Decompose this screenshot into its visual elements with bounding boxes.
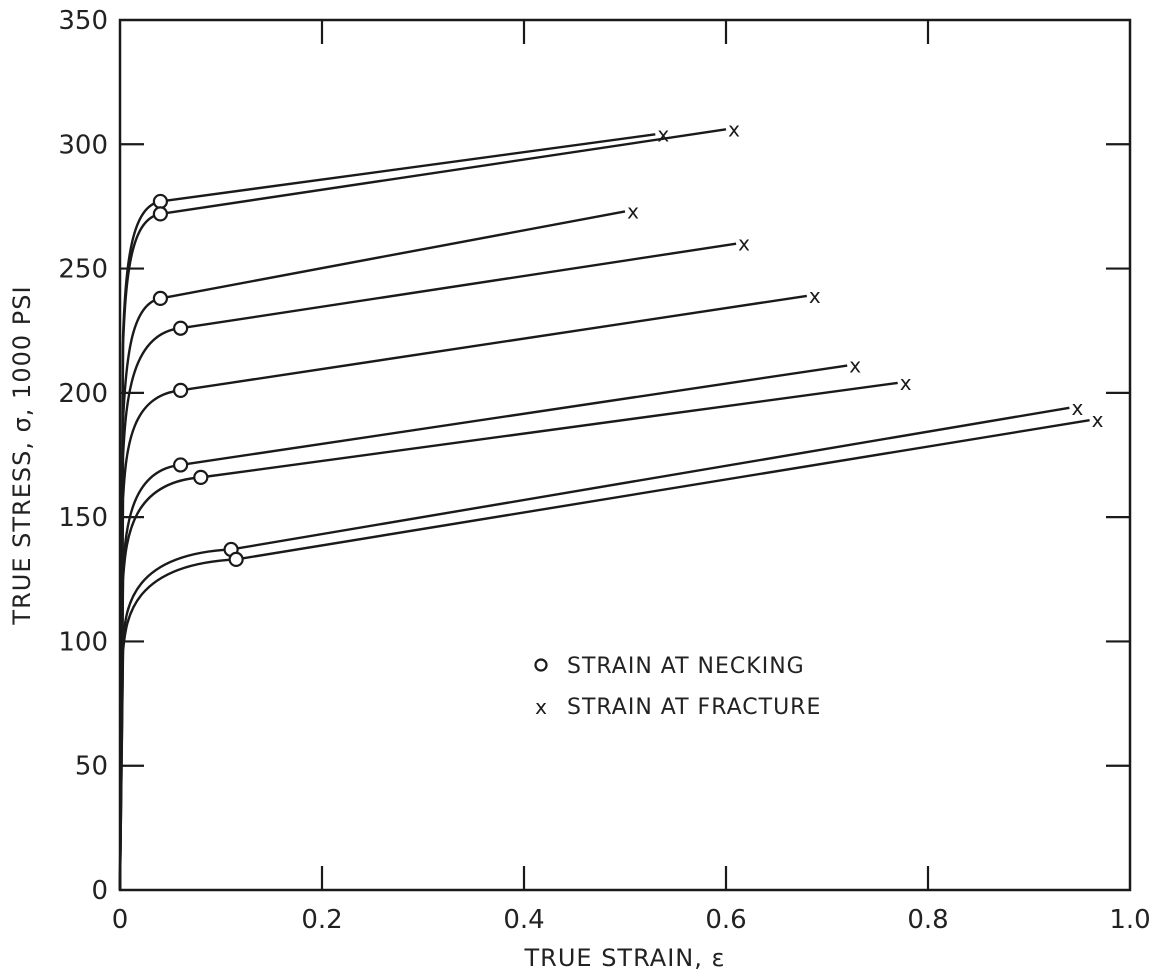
y-tick-label: 100 xyxy=(58,627,108,657)
stress-strain-curve xyxy=(118,128,727,891)
necking-point xyxy=(228,551,244,568)
x-tick-label: 0.4 xyxy=(503,905,544,935)
necking-point xyxy=(152,290,168,306)
x-tick-label: 0.2 xyxy=(301,905,342,935)
curves xyxy=(118,128,1090,891)
fracture-point: x xyxy=(1071,396,1083,420)
y-tick-label: 50 xyxy=(75,752,108,782)
stress-strain-curve xyxy=(118,364,848,891)
y-tick-label: 0 xyxy=(91,876,108,906)
fracture-point: x xyxy=(738,232,750,256)
fracture-point: x xyxy=(728,117,740,141)
necking-point xyxy=(152,193,168,210)
fracture-point: x xyxy=(1092,408,1104,432)
axis-ticks xyxy=(120,20,1130,890)
x-tick-label: 0.8 xyxy=(907,905,948,935)
x-tick-label: 1.0 xyxy=(1109,905,1150,935)
fracture-point: x xyxy=(900,371,912,395)
stress-strain-curve xyxy=(118,406,1070,891)
necking-point xyxy=(173,457,189,473)
necking-point xyxy=(152,206,168,222)
stress-strain-curve xyxy=(118,419,1090,891)
legend-necking-symbol xyxy=(534,658,548,672)
y-tick-label: 150 xyxy=(58,503,108,533)
stress-strain-curve xyxy=(118,294,807,891)
necking-point xyxy=(173,320,189,336)
y-tick-label: 250 xyxy=(58,255,108,285)
stress-strain-curve xyxy=(118,210,626,891)
fracture-point: x xyxy=(627,199,639,223)
stress-strain-curve xyxy=(118,133,656,891)
x-tick-label: 0 xyxy=(112,905,129,935)
fracture-point: x xyxy=(809,284,821,308)
legend-fracture-label: STRAIN AT FRACTURE xyxy=(567,695,821,720)
legend-necking-label: STRAIN AT NECKING xyxy=(567,654,805,679)
axis-tick-labels: 0 0.2 0.4 0.6 0.8 1.0 0 50 100 150 200 250 300 350 xyxy=(58,6,1150,935)
x-tick-label: 0.6 xyxy=(705,905,746,935)
stress-strain-curve xyxy=(118,242,737,891)
fracture-point: x xyxy=(849,354,861,378)
x-axis-title: TRUE STRAIN, ε xyxy=(524,944,726,972)
y-tick-label: 350 xyxy=(58,6,108,36)
y-axis-title: TRUE STRESS, σ, 1000 PSI xyxy=(8,285,36,625)
legend: STRAIN AT NECKING x STRAIN AT FRACTURE xyxy=(534,654,821,720)
necking-point xyxy=(173,382,189,398)
necking-point xyxy=(193,469,209,485)
fracture-point: x xyxy=(657,122,669,146)
stress-strain-curve xyxy=(118,381,898,891)
plot-frame xyxy=(118,18,1132,892)
legend-fracture-symbol: x xyxy=(535,695,547,719)
y-tick-label: 200 xyxy=(58,379,108,409)
y-tick-label: 300 xyxy=(58,130,108,160)
